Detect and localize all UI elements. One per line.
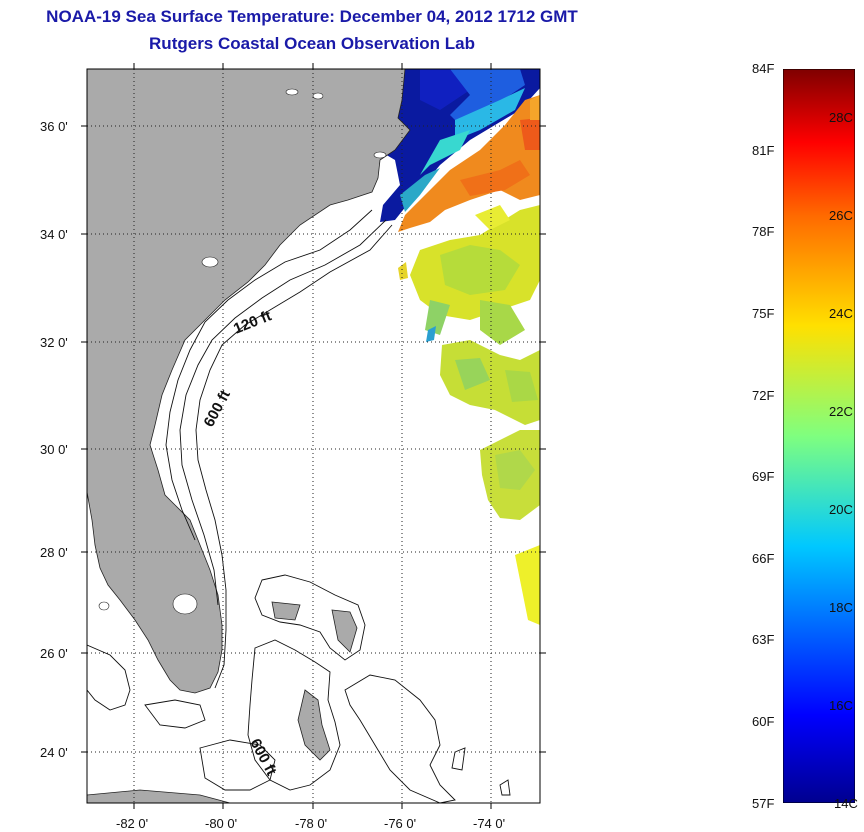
lat-label-26: 26 0': [40, 646, 68, 661]
f-label-78: 78F: [752, 224, 775, 239]
f-label-60: 60F: [752, 714, 775, 729]
lon-label-82: -82 0': [116, 816, 148, 831]
lon-label-80: -80 0': [205, 816, 237, 831]
f-label-63: 63F: [752, 632, 775, 647]
lon-label-74: -74 0': [473, 816, 505, 831]
c-label-28: 28C: [829, 110, 853, 125]
sst-data-layer: [378, 69, 540, 625]
f-label-72: 72F: [752, 388, 775, 403]
f-label-84: 84F: [752, 61, 775, 76]
lat-label-30: 30 0': [40, 442, 68, 457]
c-label-22: 22C: [829, 404, 853, 419]
lat-label-34: 34 0': [40, 227, 68, 242]
c-label-24: 24C: [829, 306, 853, 321]
lon-label-78: -78 0': [295, 816, 327, 831]
map-subtitle: Rutgers Coastal Ocean Observation Lab: [149, 34, 475, 53]
lat-label-28: 28 0': [40, 545, 68, 560]
map-title: NOAA-19 Sea Surface Temperature: Decembe…: [46, 7, 578, 26]
colorbar-gradient: [783, 69, 855, 803]
c-label-16: 16C: [829, 698, 853, 713]
lon-label-76: -76 0': [384, 816, 416, 831]
c-label-14: 14C: [834, 796, 858, 811]
land-mass: [87, 69, 411, 803]
temperature-colorbar: [783, 69, 855, 803]
inland-water: [98, 88, 387, 615]
longitude-labels: -82 0' -80 0' -78 0' -76 0' -74 0': [116, 816, 505, 831]
c-label-18: 18C: [829, 600, 853, 615]
lat-label-32: 32 0': [40, 335, 68, 350]
latitude-labels: 36 0' 34 0' 32 0' 30 0' 28 0' 26 0' 24 0…: [40, 119, 68, 760]
f-label-66: 66F: [752, 551, 775, 566]
lat-label-36: 36 0': [40, 119, 68, 134]
lat-label-24: 24 0': [40, 745, 68, 760]
f-label-69: 69F: [752, 469, 775, 484]
f-label-57: 57F: [752, 796, 775, 811]
c-label-20: 20C: [829, 502, 853, 517]
c-label-26: 26C: [829, 208, 853, 223]
f-label-81: 81F: [752, 143, 775, 158]
axis-ticks: [81, 63, 546, 809]
f-label-75: 75F: [752, 306, 775, 321]
